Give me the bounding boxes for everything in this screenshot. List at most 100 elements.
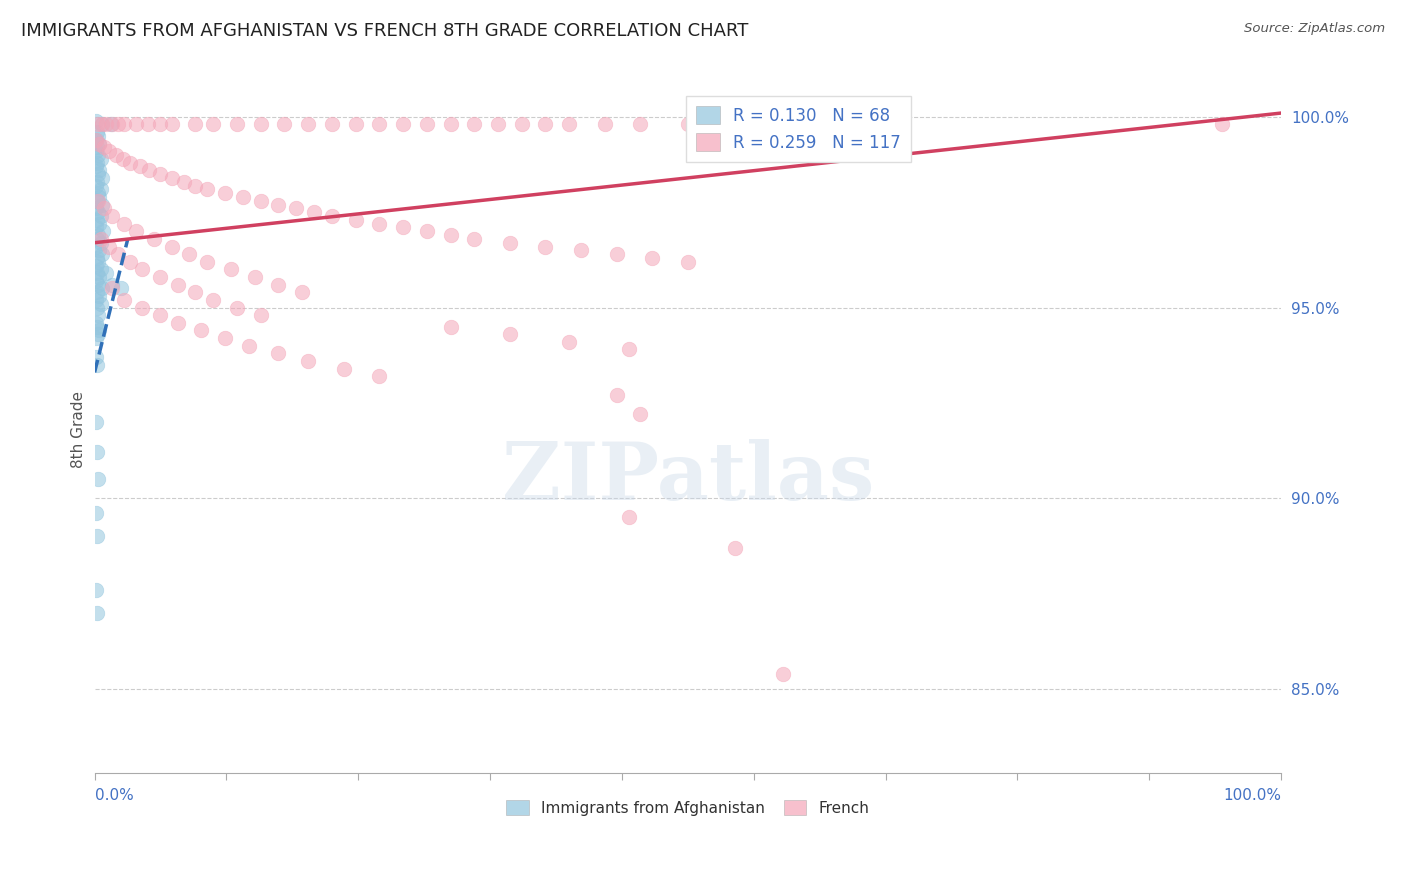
Point <box>321 209 343 223</box>
Point <box>160 170 183 185</box>
Point <box>439 228 461 243</box>
Text: 0.0%: 0.0% <box>94 788 134 803</box>
Point <box>249 308 271 322</box>
Point <box>267 346 290 360</box>
Point <box>87 118 110 132</box>
Point <box>89 209 111 223</box>
Point <box>463 232 485 246</box>
Point <box>84 415 107 429</box>
Point <box>89 136 111 151</box>
Point <box>149 118 172 132</box>
Point <box>558 334 581 349</box>
Point <box>149 270 172 285</box>
Point <box>84 331 107 345</box>
Point <box>160 239 183 253</box>
Point <box>724 118 747 132</box>
Point <box>101 118 124 132</box>
Point <box>84 178 107 193</box>
Point <box>93 140 115 154</box>
Text: Source: ZipAtlas.com: Source: ZipAtlas.com <box>1244 22 1385 36</box>
Point <box>534 118 557 132</box>
Point <box>107 247 129 261</box>
Point <box>87 128 110 143</box>
Text: 100.0%: 100.0% <box>1223 788 1281 803</box>
Point <box>1211 118 1233 132</box>
Point <box>90 118 112 132</box>
Point <box>190 323 212 337</box>
Point <box>86 155 108 169</box>
Point <box>89 244 111 258</box>
Point <box>93 202 115 216</box>
Point <box>84 293 107 307</box>
Point <box>214 186 236 201</box>
Point <box>332 361 354 376</box>
Point <box>86 358 108 372</box>
Point <box>285 202 308 216</box>
Point <box>131 301 153 315</box>
Point <box>439 319 461 334</box>
Point <box>368 369 391 384</box>
Point <box>89 296 111 310</box>
Point <box>89 289 111 303</box>
Point <box>392 118 415 132</box>
Point <box>89 235 111 250</box>
Point <box>104 148 127 162</box>
Point <box>89 182 111 196</box>
Point <box>87 228 110 243</box>
Point <box>297 118 319 132</box>
Point <box>86 606 108 620</box>
Point <box>86 285 108 300</box>
Point <box>101 277 124 292</box>
Point <box>90 170 112 185</box>
Point <box>86 125 108 139</box>
Point <box>87 277 110 292</box>
Point <box>84 220 107 235</box>
Point <box>86 232 108 246</box>
Point <box>160 118 183 132</box>
Point <box>87 194 110 208</box>
Point <box>617 510 640 524</box>
Point <box>499 235 522 250</box>
Point <box>84 274 107 288</box>
Point <box>86 212 108 227</box>
Legend: Immigrants from Afghanistan, French: Immigrants from Afghanistan, French <box>499 792 877 823</box>
Point <box>86 319 108 334</box>
Point <box>97 239 120 253</box>
Point <box>499 327 522 342</box>
Point <box>101 209 124 223</box>
Text: ZIPatlas: ZIPatlas <box>502 439 875 516</box>
Point <box>120 254 142 268</box>
Point <box>184 285 207 300</box>
Point <box>86 140 108 154</box>
Point <box>202 118 225 132</box>
Point <box>87 167 110 181</box>
Point <box>368 217 391 231</box>
Point <box>87 254 110 268</box>
Point <box>86 251 108 265</box>
Point <box>86 529 108 543</box>
Point <box>84 160 107 174</box>
Point <box>628 407 651 421</box>
Point <box>569 244 592 258</box>
Point <box>173 175 195 189</box>
Point <box>84 259 107 273</box>
Point <box>676 118 699 132</box>
Point <box>166 316 188 330</box>
Point <box>89 190 111 204</box>
Point <box>416 118 439 132</box>
Point <box>107 118 129 132</box>
Point <box>249 194 271 208</box>
Point <box>89 136 111 151</box>
Point <box>84 202 107 216</box>
Point <box>226 118 249 132</box>
Point <box>302 205 325 219</box>
Point <box>90 247 112 261</box>
Point <box>89 323 111 337</box>
Point <box>368 118 391 132</box>
Point <box>243 270 266 285</box>
Point <box>184 118 207 132</box>
Point <box>84 113 107 128</box>
Point <box>321 118 343 132</box>
Point <box>91 224 114 238</box>
Point <box>617 343 640 357</box>
